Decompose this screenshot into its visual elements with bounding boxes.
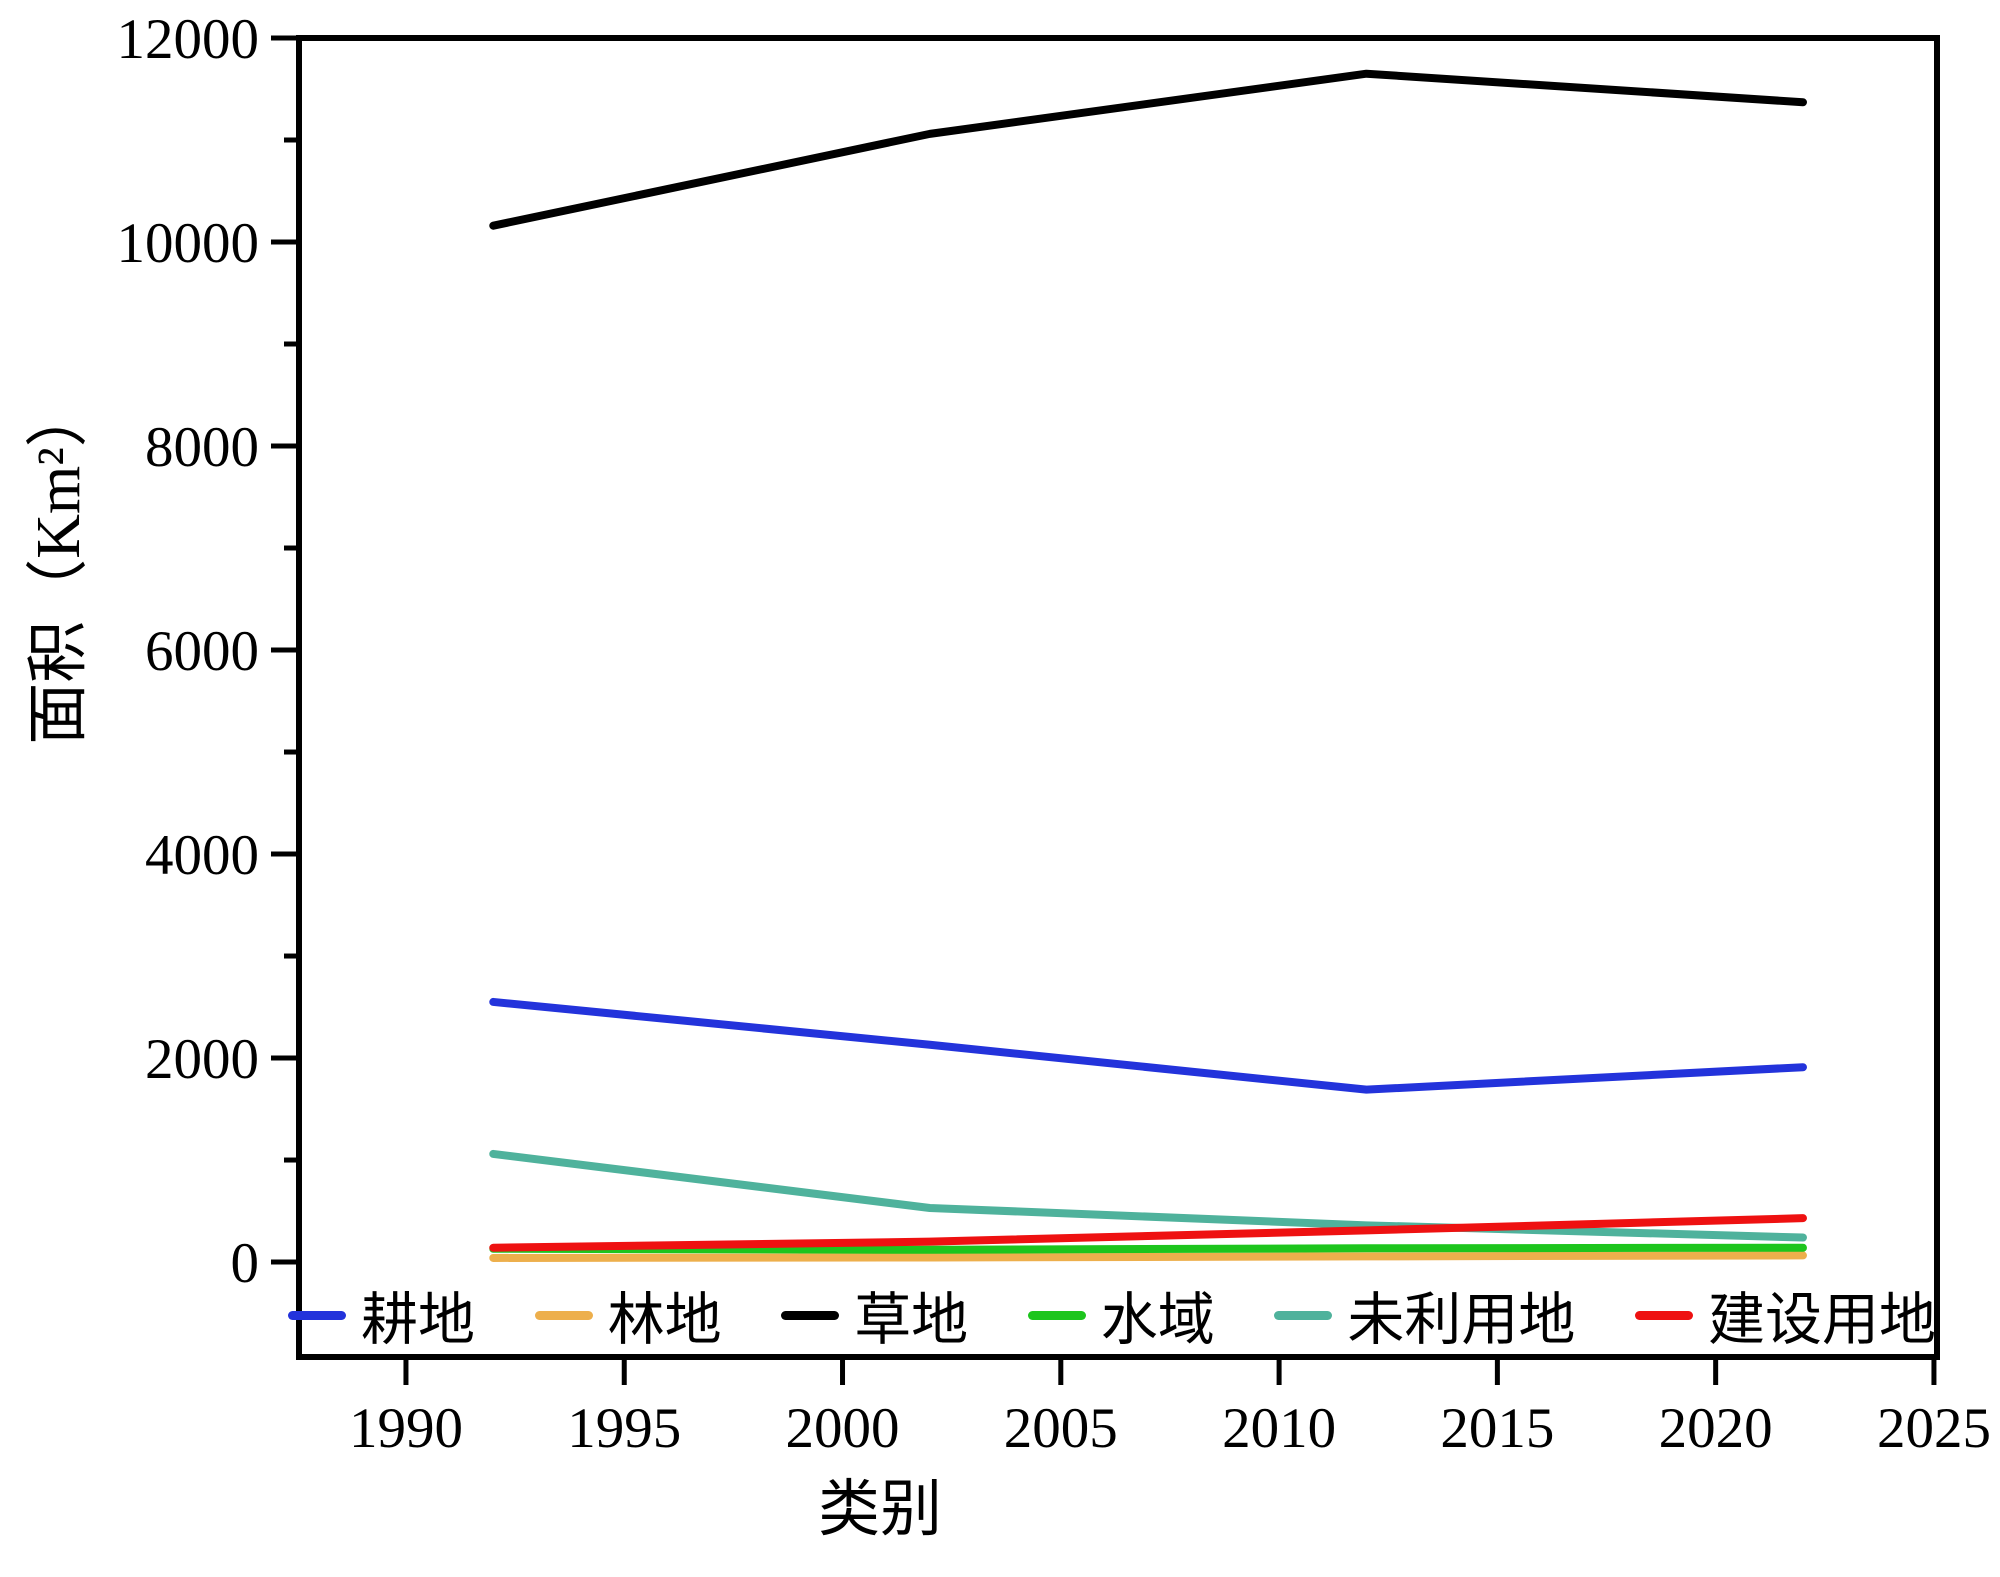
series-line-1 (489, 1251, 1807, 1262)
legend-item-5: 建设用地 (1634, 1274, 1936, 1356)
legend-swatch-3 (1027, 1310, 1086, 1320)
legend-item-3: 水域 (1027, 1274, 1215, 1356)
series-line-3 (489, 1243, 1807, 1254)
legend-label-3: 水域 (1100, 1289, 1215, 1352)
y-tick-label: 8000 (145, 416, 259, 479)
series-line-0 (489, 997, 1807, 1094)
y-axis-title: 面积（Km²） (25, 385, 93, 745)
legend-label-4: 未利用地 (1347, 1289, 1576, 1352)
legend-swatch-1 (534, 1310, 593, 1320)
legend-swatch-4 (1274, 1310, 1333, 1320)
legend-item-0: 耕地 (288, 1274, 475, 1356)
legend: 耕地 林地 草地 水域 未利用地 建设用地 (288, 1276, 1936, 1354)
x-tick-label: 2020 (1659, 1397, 1773, 1460)
plot-border (296, 35, 1940, 1360)
y-tick-label: 10000 (117, 212, 260, 275)
x-tick-label: 2025 (1877, 1397, 1991, 1460)
x-tick-label: 1995 (567, 1397, 681, 1460)
x-tick-label: 2005 (1004, 1397, 1118, 1460)
y-tick-label: 12000 (117, 8, 260, 71)
y-tick-label: 4000 (145, 824, 259, 887)
legend-swatch-5 (1634, 1310, 1693, 1320)
series-line-5 (489, 1214, 1807, 1252)
legend-swatch-0 (288, 1310, 346, 1320)
legend-item-1: 林地 (534, 1274, 722, 1356)
x-axis-title: 类别 (817, 1476, 942, 1544)
x-tick-label: 2015 (1440, 1397, 1554, 1460)
legend-label-2: 草地 (854, 1289, 969, 1352)
legend-item-4: 未利用地 (1274, 1274, 1575, 1356)
legend-label-1: 林地 (607, 1289, 722, 1352)
y-tick-label: 6000 (145, 620, 259, 683)
series-line-4 (489, 1149, 1807, 1242)
x-tick-label: 1990 (349, 1397, 463, 1460)
legend-swatch-2 (781, 1310, 840, 1320)
legend-label-5: 建设用地 (1707, 1289, 1936, 1352)
legend-label-0: 耕地 (361, 1289, 475, 1352)
y-tick-label: 2000 (145, 1028, 259, 1091)
series-line-2 (489, 69, 1807, 230)
x-tick-label: 2010 (1222, 1397, 1336, 1460)
y-tick-label: 0 (231, 1232, 260, 1295)
x-tick-label: 2000 (786, 1397, 900, 1460)
legend-item-2: 草地 (781, 1274, 968, 1356)
